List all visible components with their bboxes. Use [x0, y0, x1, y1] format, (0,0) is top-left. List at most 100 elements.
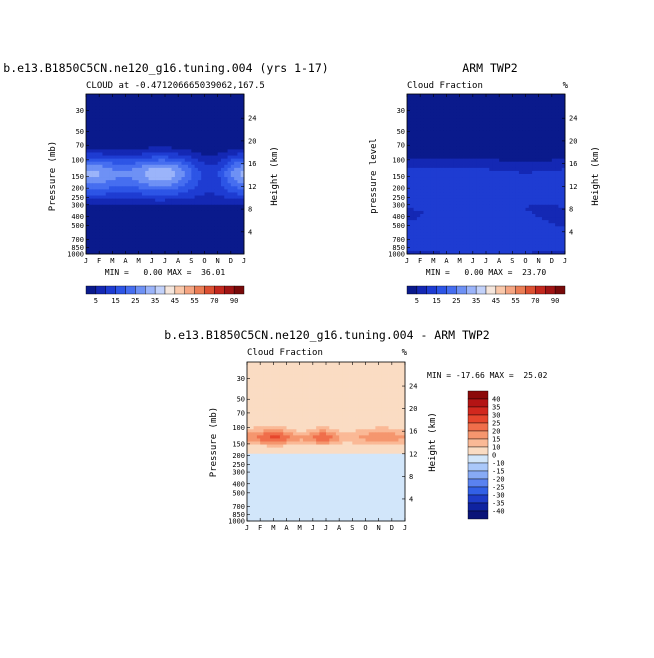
contour-cell [460, 211, 464, 214]
contour-cell [145, 165, 149, 168]
contour-cell [493, 236, 497, 239]
contour-cell [165, 236, 169, 239]
contour-cell [532, 180, 536, 183]
contour-cell [89, 199, 93, 202]
contour-cell [447, 214, 451, 217]
contour-cell [142, 208, 146, 211]
contour-cell [493, 223, 497, 226]
x-tick-label: A [123, 257, 128, 265]
contour-cell [178, 226, 182, 229]
contour-cell [516, 94, 520, 97]
contour-cell [470, 168, 474, 171]
contour-cell [208, 122, 212, 125]
contour-cell [430, 119, 434, 122]
contour-cell [214, 152, 218, 155]
contour-cell [218, 146, 222, 149]
contour-cell [456, 208, 460, 211]
contour-cell [106, 177, 110, 180]
contour-cell [152, 236, 156, 239]
contour-cell [545, 239, 549, 242]
contour-cell [410, 199, 414, 202]
contour-cell [420, 248, 424, 251]
contour-cell [221, 177, 225, 180]
contour-cell [119, 211, 123, 214]
contour-cell [558, 97, 562, 100]
contour-cell [558, 192, 562, 195]
contour-cell [165, 211, 169, 214]
contour-cell [529, 186, 533, 189]
contour-cell [423, 162, 427, 165]
contour-cell [119, 162, 123, 165]
contour-cell [417, 119, 421, 122]
contour-cell [502, 232, 506, 235]
contour-cell [149, 112, 153, 115]
contour-cell [142, 149, 146, 152]
contour-cell [201, 214, 205, 217]
contour-cell [479, 97, 483, 100]
contour-cell [555, 143, 559, 146]
contour-cell [460, 229, 464, 232]
contour-cell [430, 125, 434, 128]
contour-cell [211, 131, 215, 134]
contour-cell [139, 94, 143, 97]
contour-cell [109, 186, 113, 189]
contour-cell [423, 242, 427, 245]
contour-cell [89, 168, 93, 171]
contour-cell [158, 131, 162, 134]
contour-cell [529, 239, 533, 242]
contour-cell [476, 168, 480, 171]
contour-cell [162, 223, 166, 226]
contour-cell [132, 214, 136, 217]
contour-cell [93, 131, 97, 134]
contour-cell [516, 183, 520, 186]
contour-cell [139, 143, 143, 146]
contour-cell [532, 116, 536, 119]
contour-cell [509, 97, 513, 100]
contour-cell [502, 226, 506, 229]
contour-cell [155, 97, 159, 100]
contour-cell [96, 103, 100, 106]
contour-cell [126, 180, 130, 183]
contour-cell [499, 220, 503, 223]
contour-cell [158, 186, 162, 189]
contour-cell [135, 140, 139, 143]
contour-cell [165, 186, 169, 189]
contour-cell [483, 100, 487, 103]
contour-cell [470, 140, 474, 143]
contour-cell [165, 242, 169, 245]
contour-cell [549, 205, 553, 208]
contour-cell [440, 236, 444, 239]
contour-cell [185, 119, 189, 122]
contour-cell [463, 183, 467, 186]
contour-cell [181, 208, 185, 211]
contour-cell [191, 119, 195, 122]
contour-cell [237, 94, 241, 97]
contour-cell [211, 177, 215, 180]
contour-cell [555, 165, 559, 168]
contour-cell [135, 208, 139, 211]
contour-cell [516, 109, 520, 112]
contour-cell [126, 97, 130, 100]
contour-cell [168, 189, 172, 192]
contour-cell [135, 156, 139, 159]
contour-cell [509, 174, 513, 177]
contour-cell [228, 202, 232, 205]
contour-cell [221, 146, 225, 149]
contour-cell [221, 109, 225, 112]
x-tick-label: A [176, 257, 181, 265]
contour-cell [201, 125, 205, 128]
contour-cell [96, 239, 100, 242]
contour-cell [526, 94, 530, 97]
contour-cell [188, 236, 192, 239]
contour-cell [529, 174, 533, 177]
contour-cell [93, 174, 97, 177]
contour-cell [172, 205, 176, 208]
contour-cell [447, 168, 451, 171]
contour-cell [532, 208, 536, 211]
contour-cell [152, 239, 156, 242]
panel-model-title: b.e13.B1850C5CN.ne120_g16.tuning.004 (yr… [3, 61, 328, 75]
contour-cell [119, 202, 123, 205]
contour-cell [483, 214, 487, 217]
contour-cell [509, 152, 513, 155]
contour-cell [208, 137, 212, 140]
